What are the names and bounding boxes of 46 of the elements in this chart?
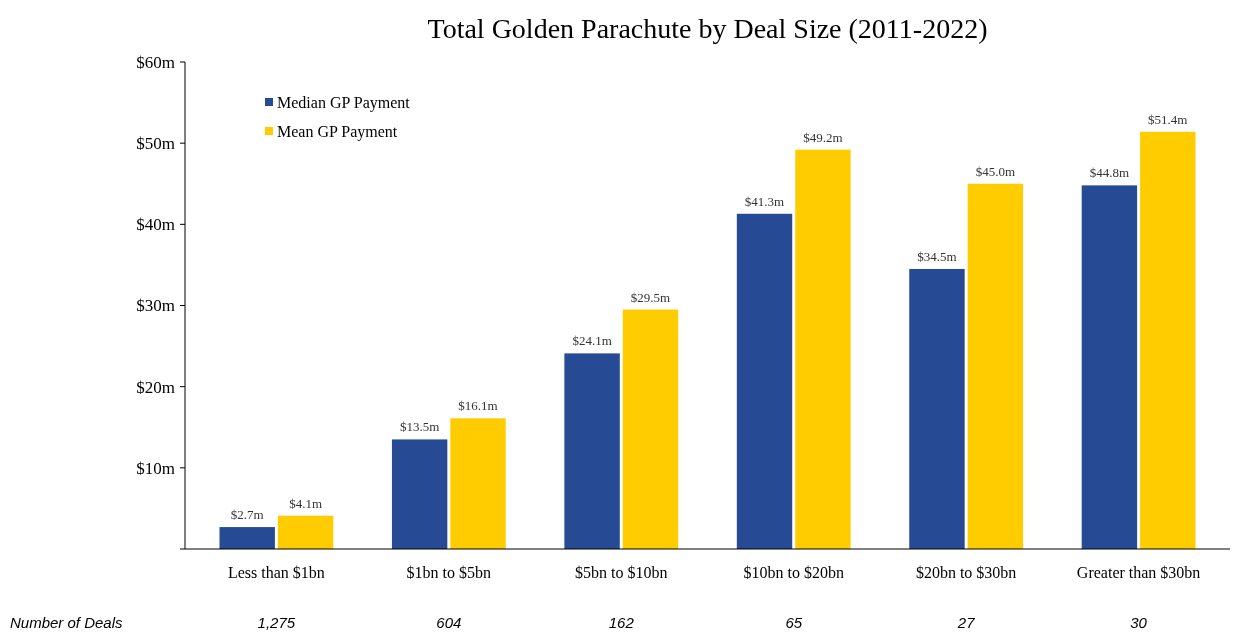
data-label: $49.2m — [803, 129, 843, 145]
data-label: $2.7m — [230, 507, 264, 523]
bar — [1140, 131, 1196, 549]
x-tick-label: Less than $1bn — [227, 564, 325, 581]
data-label: $34.5m — [917, 248, 957, 264]
data-label: $4.1m — [289, 495, 323, 511]
data-label: $29.5m — [630, 289, 671, 305]
x-tick-label: $1bn to $5bn — [406, 564, 492, 581]
text: 27 — [956, 614, 976, 631]
bar — [795, 149, 851, 549]
y-tick-label: $20m — [136, 377, 175, 397]
data-label: $44.8m — [1089, 165, 1130, 181]
bar — [622, 309, 679, 549]
chart-title: Total Golden Parachute by Deal Size (2011-2022) — [427, 13, 988, 44]
bar — [1081, 185, 1138, 549]
text: 65 — [785, 614, 803, 631]
data-label: $51.4m — [1148, 111, 1188, 127]
legend-label: Median GP Payment — [277, 93, 411, 112]
y-tick-label: $10m — [136, 458, 175, 478]
bar — [967, 183, 1024, 549]
text: 162 — [608, 614, 635, 631]
x-tick-label: Greater than $30bn — [1076, 564, 1201, 581]
data-label: $24.1m — [572, 333, 612, 349]
data-label: $41.3m — [744, 193, 785, 209]
bar — [219, 527, 275, 549]
y-tick-label: $60m — [136, 52, 175, 72]
x-tick-label: $20bn to $30bn — [915, 564, 1017, 581]
bar — [564, 353, 620, 549]
bar — [736, 213, 793, 549]
y-tick-label: $40m — [136, 215, 175, 235]
data-label: $16.1m — [458, 398, 498, 414]
bar — [277, 515, 334, 549]
data-label: $13.5m — [399, 419, 440, 435]
y-tick-label: $30m — [136, 296, 175, 316]
bar — [450, 418, 506, 549]
data-label: $45.0m — [975, 163, 1016, 179]
x-tick-label: $5bn to $10bn — [575, 564, 668, 581]
y-tick-label: $50m — [136, 134, 175, 154]
text: Number of Deals — [10, 614, 124, 631]
x-tick-label: $10bn to $20bn — [743, 564, 844, 581]
text: 604 — [436, 614, 462, 631]
bar — [391, 439, 448, 549]
text: 30 — [1130, 614, 1148, 631]
legend-label: Mean GP Payment — [277, 122, 398, 141]
text: 1,275 — [257, 614, 296, 631]
bar — [909, 268, 965, 549]
